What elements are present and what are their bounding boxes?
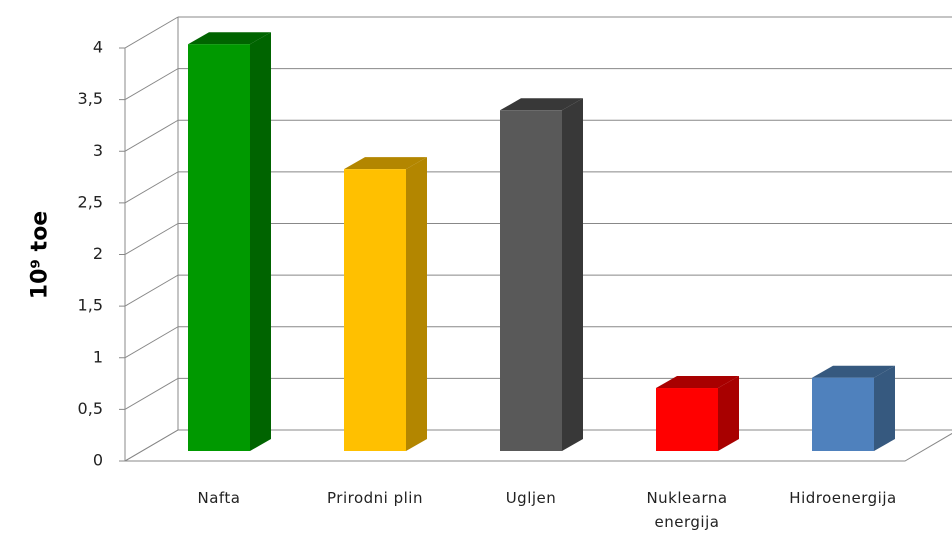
grid-line <box>124 274 179 307</box>
y-tick-label: 0 <box>93 451 103 470</box>
grid-line <box>124 429 179 462</box>
grid-line <box>124 16 179 49</box>
bar-top <box>344 157 427 170</box>
y-tick-label: 1,5 <box>78 296 103 315</box>
bar-side <box>562 98 583 452</box>
grid-line <box>124 326 179 359</box>
bar <box>344 169 406 451</box>
grid-line <box>124 119 179 152</box>
bar <box>500 110 562 452</box>
bar-side <box>718 376 739 451</box>
x-tick-label: Nuklearna energija <box>646 489 728 531</box>
y-tick-label: 1 <box>93 347 103 366</box>
bar-top <box>500 98 583 111</box>
bar <box>188 44 250 451</box>
x-tick-label: Ugljen <box>505 489 557 507</box>
x-tick-label: Nafta <box>197 489 241 507</box>
y-axis-label: 10⁹ toe <box>27 210 53 300</box>
grid-line <box>124 68 179 101</box>
y-tick-label: 2,5 <box>78 192 103 211</box>
y-tick-label: 2 <box>93 244 103 263</box>
bar-top <box>812 365 895 378</box>
bar-side <box>874 365 895 451</box>
y-tick-label: 3,5 <box>78 89 103 108</box>
grid-line <box>124 223 179 255</box>
bar-side <box>406 157 427 451</box>
grid-line <box>124 171 179 204</box>
bar-side <box>250 32 271 451</box>
bar <box>812 377 874 451</box>
bar-top <box>656 376 739 389</box>
y-tick-label: 3 <box>93 141 103 160</box>
grid-line <box>124 377 179 410</box>
x-tick-label: Hidroenergija <box>789 489 897 507</box>
y-tick-label: 4 <box>93 38 103 57</box>
bar-top <box>188 32 271 45</box>
x-tick-label: Prirodni plin <box>327 489 423 507</box>
bar <box>656 388 718 451</box>
y-tick-label: 0,5 <box>78 399 103 418</box>
